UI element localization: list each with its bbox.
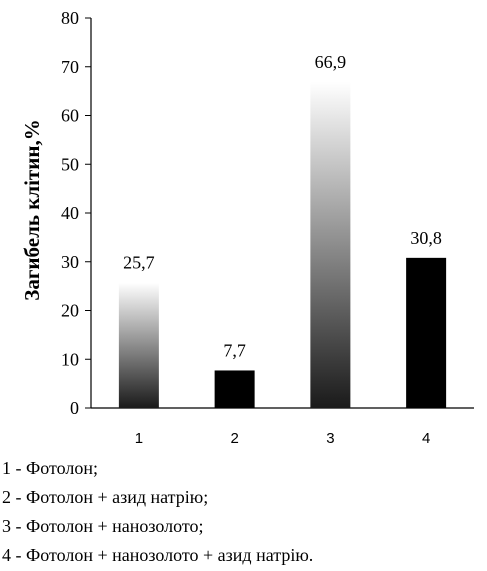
x-tick-label: 2 — [230, 430, 238, 447]
y-tick-label: 0 — [70, 398, 79, 418]
x-tick-label: 4 — [422, 430, 430, 447]
bar — [119, 283, 159, 408]
x-tick-label: 3 — [326, 430, 334, 447]
y-tick-label: 20 — [61, 301, 79, 321]
y-tick-label: 10 — [61, 349, 79, 369]
bar-chart: 0 10 20 30 40 50 60 70 80 25,7 7,7 66,9 30,8 1 2 3 4 З… — [0, 0, 487, 450]
bar — [406, 258, 446, 408]
data-label: 25,7 — [123, 253, 155, 273]
legend: 1 - Фотолон; 2 - Фотолон + азид натрію; … — [2, 454, 313, 570]
bar — [310, 82, 350, 408]
y-tick-label: 50 — [61, 154, 79, 174]
legend-item: 4 - Фотолон + нанозолото + азид натрію. — [2, 541, 313, 570]
legend-item: 2 - Фотолон + азид натрію; — [2, 483, 313, 512]
y-tick-label: 30 — [61, 252, 79, 272]
bars — [119, 82, 446, 408]
y-tick-label: 40 — [61, 203, 79, 223]
data-label: 30,8 — [410, 228, 442, 248]
legend-item: 3 - Фотолон + нанозолото; — [2, 512, 313, 541]
category-labels: 1 2 3 4 — [135, 430, 431, 447]
y-tick-label: 70 — [61, 57, 79, 77]
y-tick-label: 80 — [61, 8, 79, 28]
legend-item: 1 - Фотолон; — [2, 454, 313, 483]
data-labels: 25,7 7,7 66,9 30,8 — [123, 52, 442, 361]
y-axis-label: Загибель клітин,% — [20, 119, 44, 300]
x-tick-label: 1 — [135, 430, 143, 447]
data-label: 66,9 — [315, 52, 347, 72]
bar — [215, 370, 255, 408]
data-label: 7,7 — [223, 340, 246, 360]
y-tick-label: 60 — [61, 106, 79, 126]
y-axis-ticks: 0 10 20 30 40 50 60 70 80 — [61, 8, 91, 418]
